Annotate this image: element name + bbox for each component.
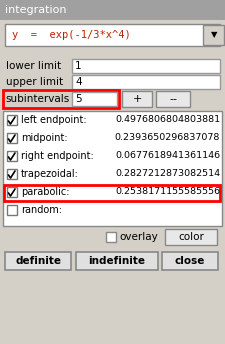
Bar xyxy=(5,24,220,46)
Bar xyxy=(76,252,158,270)
Bar xyxy=(4,185,220,201)
Text: 1: 1 xyxy=(75,61,82,71)
Text: 5: 5 xyxy=(75,94,82,104)
Text: ▼: ▼ xyxy=(211,31,217,40)
Bar xyxy=(72,75,220,89)
Text: random:: random: xyxy=(21,205,62,215)
Bar xyxy=(7,115,17,125)
Text: color: color xyxy=(178,232,204,242)
Text: 0.0677618941361146: 0.0677618941361146 xyxy=(115,151,220,161)
Text: 0.2827212873082514: 0.2827212873082514 xyxy=(115,170,220,179)
Bar xyxy=(203,25,224,45)
Bar xyxy=(156,91,190,107)
Bar xyxy=(7,169,17,179)
Text: --: -- xyxy=(169,94,177,104)
Text: upper limit: upper limit xyxy=(6,77,63,87)
Bar xyxy=(3,111,222,226)
Text: overlay: overlay xyxy=(119,232,158,242)
Bar xyxy=(72,59,220,73)
Bar xyxy=(106,232,116,242)
Text: subintervals: subintervals xyxy=(5,94,69,104)
Text: +: + xyxy=(132,94,142,104)
Text: 0.2538171155585556: 0.2538171155585556 xyxy=(115,187,220,196)
Text: close: close xyxy=(175,256,205,266)
Text: integration: integration xyxy=(5,5,67,15)
Bar xyxy=(7,187,17,197)
Bar xyxy=(72,92,117,106)
Bar xyxy=(122,91,152,107)
Bar xyxy=(7,151,17,161)
Bar xyxy=(7,133,17,143)
Text: midpoint:: midpoint: xyxy=(21,133,68,143)
Text: indefinite: indefinite xyxy=(88,256,146,266)
Text: parabolic:: parabolic: xyxy=(21,187,70,197)
Bar xyxy=(5,252,71,270)
Bar xyxy=(0,0,225,20)
Text: trapezoidal:: trapezoidal: xyxy=(21,169,79,179)
Bar xyxy=(7,205,17,215)
Bar xyxy=(3,90,119,108)
Text: 0.2393650296837078: 0.2393650296837078 xyxy=(115,133,220,142)
Bar xyxy=(162,252,218,270)
Text: right endpoint:: right endpoint: xyxy=(21,151,94,161)
Text: left endpoint:: left endpoint: xyxy=(21,115,87,125)
Text: 0.4976806804803881: 0.4976806804803881 xyxy=(115,116,220,125)
Bar xyxy=(165,229,217,245)
Text: definite: definite xyxy=(15,256,61,266)
Text: y  =  exp(-1/3*x^4): y = exp(-1/3*x^4) xyxy=(12,30,131,40)
Text: 4: 4 xyxy=(75,77,82,87)
Text: lower limit: lower limit xyxy=(6,61,61,71)
